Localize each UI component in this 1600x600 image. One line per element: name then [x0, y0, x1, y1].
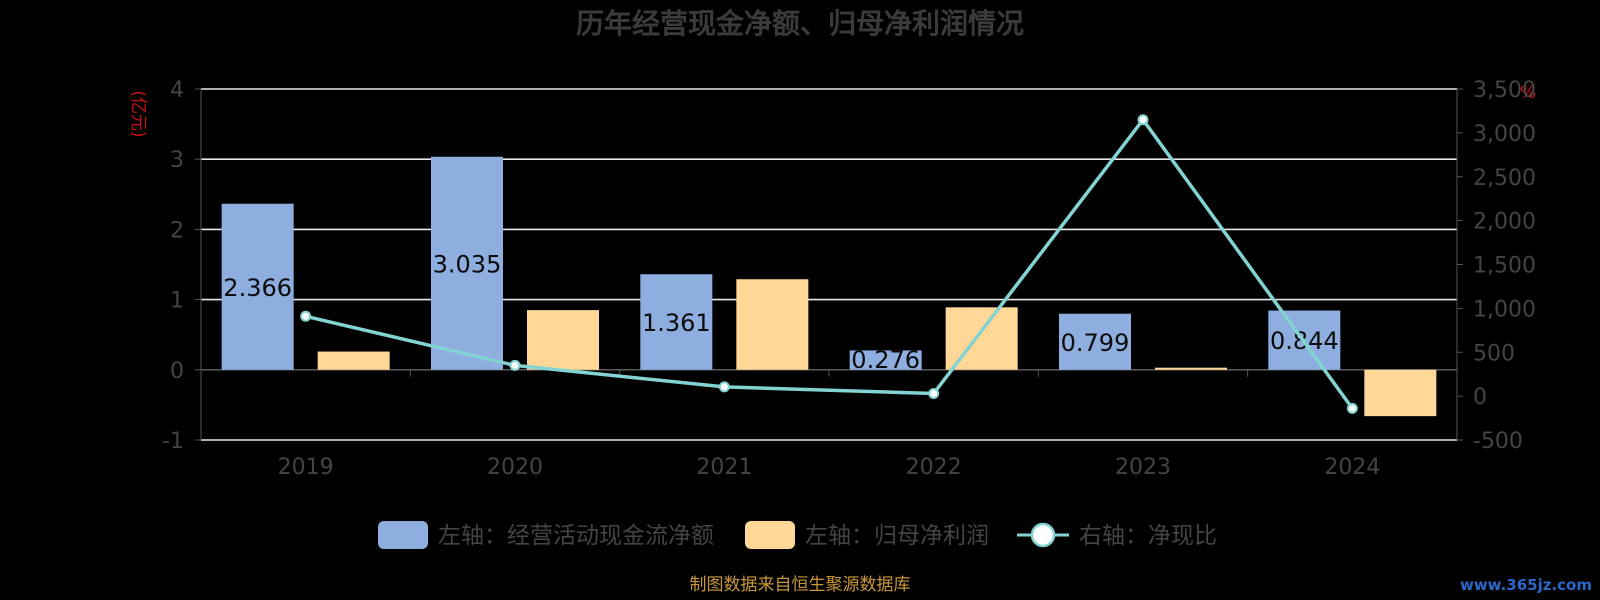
legend-label: 右轴：净现比: [1079, 523, 1217, 549]
data-label: 0.276: [851, 346, 920, 374]
x-tick-label: 2024: [1324, 455, 1380, 480]
footer-source: 制图数据来自恒生聚源数据库: [690, 575, 911, 595]
right-axis-ticks: 3,500 3,000 2,500 2,000 1,500 1,000 500 0 -500: [1473, 78, 1536, 454]
left-tick-label: 4: [170, 78, 184, 103]
left-tick-label: 3: [170, 148, 184, 173]
right-tick-label: 1,000: [1473, 297, 1536, 322]
line-point: [509, 359, 521, 371]
x-tick-label: 2021: [696, 455, 752, 480]
right-tick-label: 2,500: [1473, 166, 1536, 191]
x-tick-label: 2020: [487, 455, 543, 480]
left-tick-label: -1: [162, 429, 184, 454]
bar-net-profit: [945, 307, 1018, 370]
legend-swatch: [378, 521, 428, 549]
grid-lines: [195, 88, 1463, 441]
legend-label: 左轴：经营活动现金流净额: [438, 523, 714, 549]
line-net-cash-ratio: [305, 117, 1354, 410]
legend-label: 左轴：归母净利润: [805, 523, 989, 549]
line-point: [300, 310, 312, 322]
chart-title: 历年经营现金净额、归母净利润情况: [576, 7, 1024, 40]
line-point: [928, 387, 940, 399]
bar-net-profit: [1155, 367, 1227, 370]
line-point: [1137, 114, 1149, 126]
left-axis-ticks: 4 3 2 1 0 -1: [162, 78, 184, 454]
right-tick-label: 500: [1473, 341, 1515, 366]
bar-net-profit: [527, 310, 599, 370]
bar-net-profit: [1364, 369, 1437, 417]
watermark: www.365jz.com: [1460, 576, 1592, 594]
bar-net-profit: [317, 351, 390, 370]
data-label: 2.366: [223, 274, 292, 302]
data-label: 3.035: [433, 250, 502, 278]
left-axis-unit: (亿元): [128, 90, 148, 137]
legend-marker: [1030, 522, 1056, 548]
right-tick-label: 3,500: [1473, 78, 1536, 103]
legend[interactable]: 左轴：经营活动现金流净额 左轴：归母净利润 右轴：净现比: [378, 521, 1217, 549]
x-tick-label: 2022: [906, 455, 962, 480]
left-tick-label: 2: [170, 218, 184, 243]
bar-cash-flow: [640, 274, 713, 370]
data-label: 0.799: [1061, 329, 1130, 357]
line-point: [1346, 402, 1358, 414]
right-axis-unit: %: [1520, 83, 1536, 103]
x-tick-label: 2019: [278, 455, 334, 480]
bar-cash-flow: [431, 156, 503, 370]
right-tick-label: 2,000: [1473, 210, 1536, 235]
data-label: 1.361: [642, 309, 711, 337]
bar-cash-flow: [221, 203, 294, 370]
left-tick-label: 0: [170, 359, 184, 384]
x-tick-label: 2023: [1115, 455, 1171, 480]
bar-cash-flow: [849, 350, 922, 370]
bar-series: [221, 156, 1437, 417]
right-tick-label: -500: [1473, 429, 1523, 454]
right-tick-label: 1,500: [1473, 254, 1536, 279]
line-point: [718, 381, 730, 393]
bar-net-profit: [736, 279, 809, 370]
right-tick-label: 3,000: [1473, 122, 1536, 147]
right-tick-label: 0: [1473, 385, 1487, 410]
x-axis-ticks: 2019 2020 2021 2022 2023 2024: [278, 455, 1381, 480]
line-series: [300, 114, 1358, 414]
bar-cash-flow: [1059, 313, 1131, 370]
legend-swatch: [745, 521, 795, 549]
left-tick-label: 1: [170, 289, 184, 314]
